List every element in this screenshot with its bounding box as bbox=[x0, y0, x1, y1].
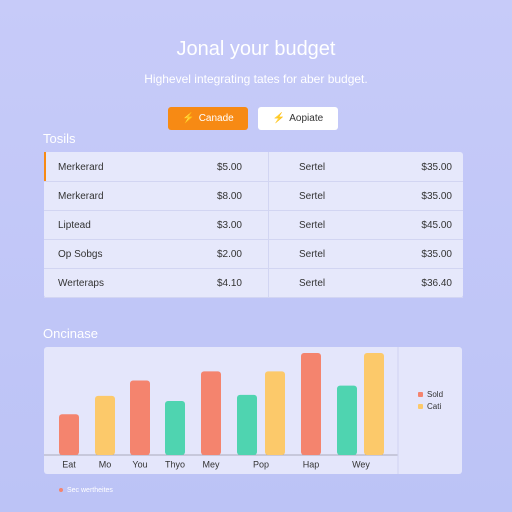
x-tick-label: Wey bbox=[352, 459, 370, 469]
cell: Merkerard bbox=[58, 162, 104, 173]
cell: Sertel bbox=[299, 191, 326, 202]
bar bbox=[301, 353, 321, 455]
table-row: Merkerard $8.00 Sertel $35.00 bbox=[44, 181, 463, 211]
table-row: Werteraps $4.10 Sertel $36.40 bbox=[44, 268, 463, 298]
bar bbox=[201, 371, 221, 455]
cell: $35.00 bbox=[421, 162, 452, 173]
cell: $35.00 bbox=[421, 249, 452, 260]
bar bbox=[130, 380, 150, 455]
x-tick-label: Eat bbox=[62, 459, 76, 469]
label: Aopiate bbox=[289, 113, 324, 124]
icon: ⚡ bbox=[272, 113, 286, 124]
table-row: Liptead $3.00 Sertel $45.00 bbox=[44, 210, 463, 240]
x-tick-label: Hap bbox=[303, 459, 320, 469]
bar bbox=[237, 394, 257, 455]
cell: $4.10 bbox=[216, 278, 242, 289]
bar bbox=[265, 371, 285, 455]
label: Canade bbox=[198, 113, 234, 124]
x-tick-label: Thyo bbox=[165, 459, 185, 469]
cell: Merkerard bbox=[58, 191, 104, 202]
cell: Sertel bbox=[299, 249, 326, 260]
cell: Sertel bbox=[299, 162, 326, 173]
cell: $35.00 bbox=[421, 191, 452, 202]
table-row: Op Sobgs $2.00 Sertel $35.00 bbox=[44, 239, 463, 269]
page-subtitle: Highevel integrating tates for aber budg… bbox=[144, 72, 368, 86]
table-title: Tosils bbox=[43, 131, 76, 146]
x-tick-label: Mo bbox=[99, 459, 112, 469]
legend-swatch bbox=[418, 404, 423, 409]
legend-label: Sold bbox=[427, 390, 443, 399]
cell: $36.40 bbox=[421, 278, 452, 289]
bar bbox=[165, 400, 185, 455]
cell: $5.00 bbox=[216, 162, 242, 173]
cell: Op Sobgs bbox=[58, 249, 103, 260]
icon: ⚡ bbox=[182, 113, 195, 124]
bar bbox=[95, 395, 115, 455]
apply-button[interactable]: ⚡ Aopiate bbox=[258, 107, 338, 130]
legend-swatch bbox=[418, 392, 423, 397]
footnote: Sec wertheites bbox=[67, 487, 113, 494]
cell: Liptead bbox=[58, 220, 91, 231]
cell: $3.00 bbox=[216, 220, 242, 231]
cancel-button[interactable]: ⚡ Canade bbox=[168, 107, 248, 130]
cell: $8.00 bbox=[216, 191, 242, 202]
page-title: Jonal your budget bbox=[176, 38, 336, 60]
divider bbox=[268, 152, 269, 298]
legend-label: Cati bbox=[427, 402, 441, 411]
cell: $45.00 bbox=[421, 220, 452, 231]
bar bbox=[337, 385, 357, 455]
cell: Sertel bbox=[299, 220, 326, 231]
footnote-dot bbox=[59, 488, 63, 492]
x-tick-label: Pop bbox=[253, 459, 269, 469]
cell: Werteraps bbox=[58, 278, 104, 289]
x-tick-label: You bbox=[132, 459, 147, 469]
chart-title: Oncinase bbox=[43, 326, 98, 341]
cell: $2.00 bbox=[216, 249, 242, 260]
x-tick-label: Mey bbox=[202, 459, 220, 469]
table: Merkerard $5.00 Sertel $35.00 Merkerard $8.00… bbox=[44, 152, 463, 298]
bar bbox=[364, 353, 384, 455]
cell: Sertel bbox=[299, 278, 326, 289]
table-row: Merkerard $5.00 Sertel $35.00 bbox=[44, 152, 463, 182]
bar bbox=[59, 414, 79, 455]
row-highlight bbox=[44, 152, 46, 181]
